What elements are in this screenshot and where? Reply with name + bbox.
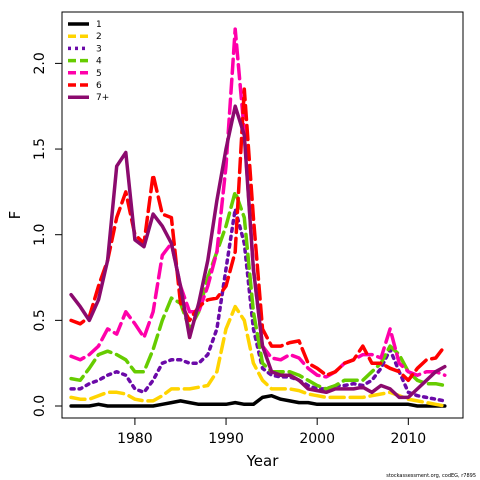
x-axis-title: Year — [246, 452, 280, 470]
series-line-3 — [69, 207, 447, 403]
y-tick-label: 2.0 — [32, 52, 48, 74]
series-line-4 — [69, 190, 447, 391]
legend: 1 2 3 4 5 6 7+ — [68, 20, 109, 103]
series-layer — [69, 27, 447, 408]
legend-label: 2 — [96, 32, 102, 42]
legend-label: 4 — [96, 57, 102, 67]
footnote: stockassessment.org, codEG, r7895 — [386, 473, 476, 479]
legend-label: 6 — [96, 81, 102, 91]
x-tick-label: 2000 — [299, 431, 335, 447]
legend-label: 1 — [96, 20, 102, 30]
legend-label: 3 — [96, 44, 102, 54]
series-line-7 — [69, 104, 447, 400]
y-tick-label: 1.5 — [32, 138, 48, 160]
series-line-1 — [69, 393, 447, 408]
y-axis-title: F — [6, 211, 24, 220]
x-tick-label: 1990 — [208, 431, 244, 447]
y-tick-label: 0.0 — [32, 395, 48, 417]
legend-label: 5 — [96, 69, 102, 79]
legend-label: 7+ — [96, 93, 109, 103]
plot-area — [61, 11, 464, 419]
axes-layer: 1980 1990 2000 2010 0.0 0.5 1.0 1.5 2.0 — [32, 52, 426, 447]
series-line-2 — [69, 304, 447, 408]
x-tick-label: 2010 — [390, 431, 426, 447]
y-tick-label: 1.0 — [32, 224, 48, 246]
x-tick-label: 1980 — [117, 431, 153, 447]
y-tick-label: 0.5 — [32, 309, 48, 331]
